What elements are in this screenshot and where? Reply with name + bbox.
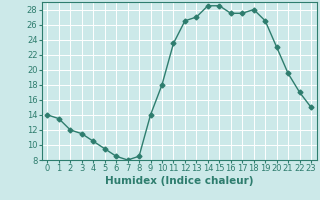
X-axis label: Humidex (Indice chaleur): Humidex (Indice chaleur) xyxy=(105,176,253,186)
